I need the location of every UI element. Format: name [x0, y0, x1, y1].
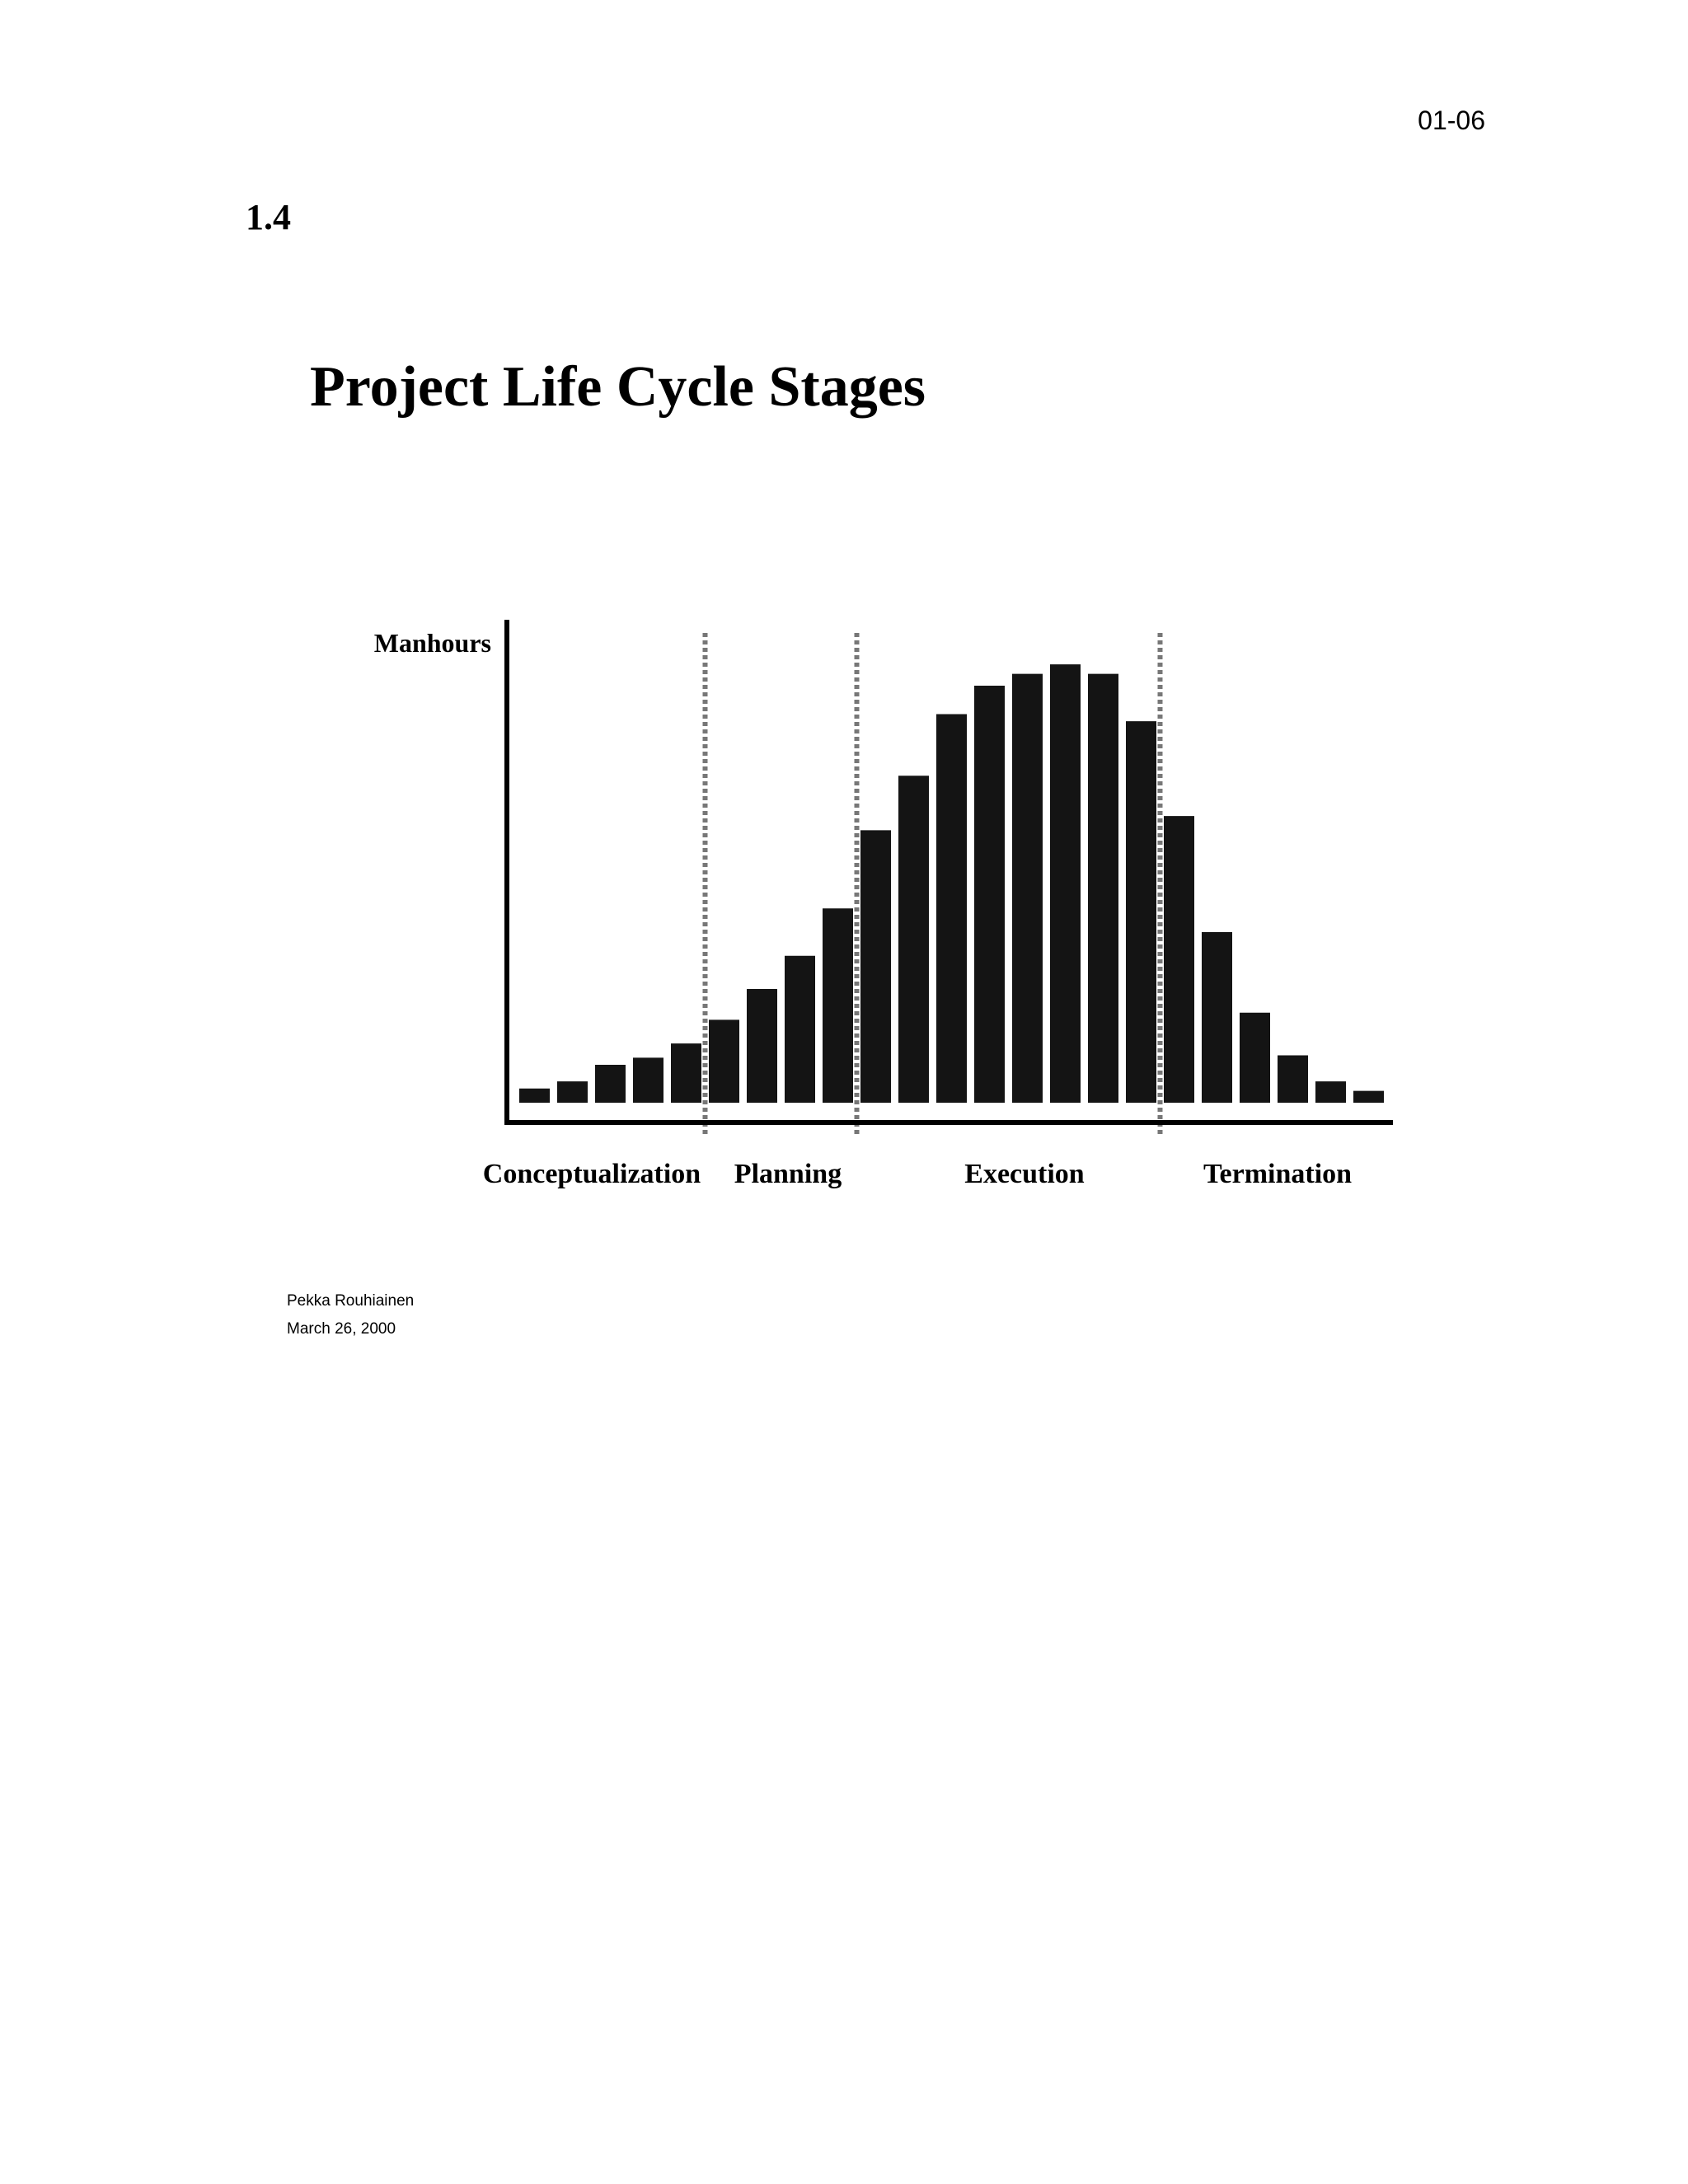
bar-4	[633, 1057, 663, 1103]
bar-8	[785, 955, 815, 1103]
bar-13	[974, 686, 1005, 1103]
author: Pekka Rouhiainen	[287, 1292, 415, 1310]
bar-15	[1050, 664, 1081, 1103]
bar-18	[1164, 816, 1194, 1103]
bar-5	[671, 1043, 701, 1103]
bar-17	[1126, 721, 1156, 1103]
phase-dividers	[702, 633, 1163, 1137]
bar-23	[1353, 1090, 1384, 1103]
phase-label-planning: Planning	[734, 1159, 842, 1189]
bar-14	[1012, 673, 1043, 1103]
page-title: Project Life Cycle Stages	[310, 355, 926, 419]
date: March 26, 2000	[287, 1320, 396, 1338]
page-number: 01-06	[1418, 105, 1485, 135]
bar-20	[1240, 1012, 1270, 1103]
section-number: 1.4	[246, 197, 291, 237]
bar-series	[519, 664, 1384, 1103]
phase-label-conceptualization: Conceptualization	[482, 1159, 701, 1189]
phase-label-termination: Termination	[1203, 1159, 1353, 1189]
bar-11	[898, 776, 929, 1103]
bar-6	[709, 1019, 739, 1103]
bar-3	[595, 1065, 626, 1103]
bar-1	[519, 1088, 550, 1103]
bar-9	[823, 908, 853, 1103]
bar-22	[1315, 1081, 1346, 1103]
bar-19	[1202, 932, 1232, 1103]
bar-7	[747, 989, 777, 1103]
bar-16	[1088, 673, 1118, 1103]
bar-21	[1278, 1055, 1308, 1103]
life-cycle-chart	[504, 620, 1393, 1137]
bar-10	[860, 830, 891, 1103]
y-axis-label: Manhours	[373, 628, 491, 658]
bar-2	[557, 1081, 588, 1103]
phase-label-execution: Execution	[964, 1159, 1085, 1189]
bar-12	[936, 714, 967, 1103]
